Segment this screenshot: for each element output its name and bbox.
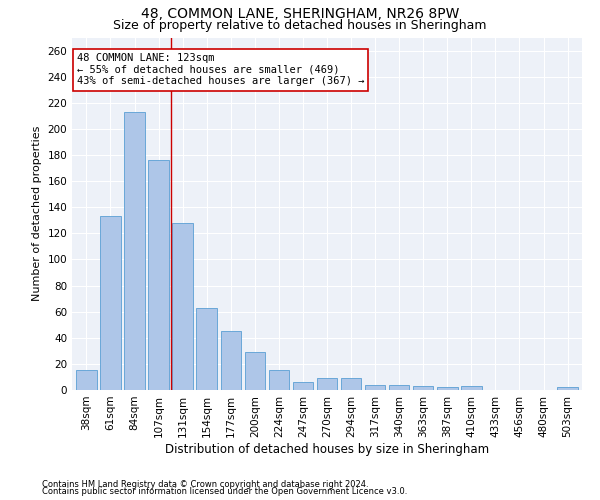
Bar bbox=[365, 385, 385, 390]
X-axis label: Distribution of detached houses by size in Sheringham: Distribution of detached houses by size … bbox=[165, 442, 489, 456]
Bar bbox=[76, 370, 97, 390]
Bar bbox=[437, 388, 458, 390]
Bar bbox=[341, 378, 361, 390]
Text: Contains HM Land Registry data © Crown copyright and database right 2024.: Contains HM Land Registry data © Crown c… bbox=[42, 480, 368, 489]
Bar bbox=[172, 223, 193, 390]
Bar bbox=[557, 388, 578, 390]
Text: Size of property relative to detached houses in Sheringham: Size of property relative to detached ho… bbox=[113, 19, 487, 32]
Bar bbox=[461, 386, 482, 390]
Bar bbox=[389, 385, 409, 390]
Text: Contains public sector information licensed under the Open Government Licence v3: Contains public sector information licen… bbox=[42, 487, 407, 496]
Text: 48 COMMON LANE: 123sqm
← 55% of detached houses are smaller (469)
43% of semi-de: 48 COMMON LANE: 123sqm ← 55% of detached… bbox=[77, 53, 364, 86]
Bar bbox=[100, 216, 121, 390]
Bar bbox=[196, 308, 217, 390]
Bar bbox=[317, 378, 337, 390]
Y-axis label: Number of detached properties: Number of detached properties bbox=[32, 126, 42, 302]
Bar bbox=[269, 370, 289, 390]
Bar bbox=[221, 331, 241, 390]
Bar bbox=[124, 112, 145, 390]
Bar bbox=[148, 160, 169, 390]
Bar bbox=[245, 352, 265, 390]
Bar bbox=[293, 382, 313, 390]
Text: 48, COMMON LANE, SHERINGHAM, NR26 8PW: 48, COMMON LANE, SHERINGHAM, NR26 8PW bbox=[141, 8, 459, 22]
Bar bbox=[413, 386, 433, 390]
